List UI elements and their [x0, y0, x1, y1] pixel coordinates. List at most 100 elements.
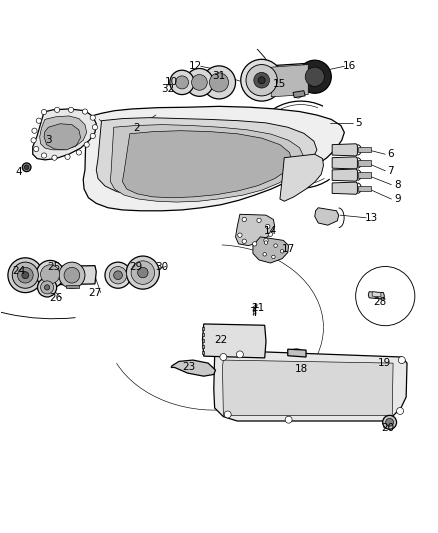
Polygon shape: [293, 91, 305, 98]
Circle shape: [76, 150, 81, 155]
Polygon shape: [358, 147, 371, 152]
Text: 31: 31: [212, 71, 226, 81]
Polygon shape: [261, 63, 316, 94]
Circle shape: [280, 249, 284, 253]
Circle shape: [224, 411, 231, 418]
Polygon shape: [332, 144, 357, 156]
Text: 9: 9: [394, 194, 401, 204]
Circle shape: [41, 281, 53, 294]
Polygon shape: [202, 351, 204, 354]
Circle shape: [258, 77, 265, 84]
Circle shape: [209, 73, 229, 92]
Circle shape: [237, 351, 244, 358]
Circle shape: [105, 262, 131, 288]
Polygon shape: [332, 169, 357, 181]
Circle shape: [285, 416, 292, 423]
Circle shape: [65, 154, 70, 159]
Polygon shape: [332, 157, 357, 169]
Circle shape: [238, 233, 242, 237]
Polygon shape: [171, 360, 215, 376]
Text: 13: 13: [365, 213, 378, 223]
Circle shape: [54, 107, 60, 112]
Circle shape: [246, 64, 277, 96]
Text: 27: 27: [88, 288, 102, 297]
Circle shape: [254, 72, 269, 88]
Polygon shape: [44, 124, 81, 150]
Circle shape: [356, 266, 415, 326]
Polygon shape: [202, 324, 266, 358]
Circle shape: [176, 76, 188, 89]
Text: 12: 12: [188, 61, 201, 71]
Polygon shape: [110, 125, 304, 202]
Polygon shape: [66, 285, 79, 288]
Polygon shape: [332, 182, 357, 194]
Text: 7: 7: [388, 166, 394, 176]
Circle shape: [265, 224, 270, 229]
Text: 25: 25: [47, 262, 60, 271]
Polygon shape: [202, 339, 204, 342]
Text: 28: 28: [374, 297, 387, 307]
Circle shape: [92, 125, 98, 130]
Circle shape: [12, 262, 39, 288]
Polygon shape: [315, 208, 339, 225]
Polygon shape: [280, 154, 323, 201]
Polygon shape: [236, 214, 275, 246]
Text: 14: 14: [264, 226, 277, 236]
Text: 15: 15: [273, 79, 286, 88]
Polygon shape: [96, 118, 317, 196]
Text: 17: 17: [282, 244, 295, 254]
Circle shape: [8, 258, 43, 293]
Polygon shape: [253, 237, 289, 263]
Circle shape: [45, 285, 49, 290]
Circle shape: [114, 271, 122, 279]
Circle shape: [22, 272, 29, 279]
Text: 30: 30: [155, 262, 168, 271]
Polygon shape: [202, 333, 204, 336]
Circle shape: [383, 415, 396, 429]
Circle shape: [90, 133, 95, 139]
Circle shape: [185, 68, 213, 96]
Circle shape: [36, 118, 42, 123]
Circle shape: [274, 244, 277, 247]
Circle shape: [110, 266, 127, 284]
Circle shape: [242, 217, 247, 222]
Text: 5: 5: [355, 118, 362, 128]
Polygon shape: [51, 265, 96, 285]
Circle shape: [25, 165, 29, 169]
Circle shape: [298, 60, 331, 93]
Polygon shape: [33, 109, 96, 160]
Circle shape: [90, 115, 95, 120]
Circle shape: [82, 109, 88, 114]
Polygon shape: [271, 64, 308, 97]
Circle shape: [264, 238, 268, 243]
Circle shape: [32, 128, 37, 133]
Text: 4: 4: [15, 167, 22, 176]
Circle shape: [242, 239, 247, 244]
Circle shape: [191, 75, 207, 90]
Text: 3: 3: [45, 135, 52, 146]
Circle shape: [34, 147, 39, 151]
Circle shape: [38, 278, 57, 297]
Circle shape: [241, 59, 283, 101]
Circle shape: [272, 255, 275, 259]
Circle shape: [36, 261, 64, 288]
Polygon shape: [372, 292, 381, 297]
Text: 26: 26: [49, 293, 63, 303]
Polygon shape: [358, 185, 371, 191]
Text: 32: 32: [161, 84, 174, 94]
Circle shape: [253, 241, 257, 246]
Polygon shape: [202, 327, 204, 330]
Polygon shape: [223, 360, 393, 415]
Polygon shape: [202, 345, 204, 349]
Text: 6: 6: [388, 149, 394, 159]
Circle shape: [386, 416, 393, 423]
Circle shape: [59, 262, 85, 288]
Circle shape: [84, 142, 89, 147]
Text: 16: 16: [343, 61, 356, 71]
Circle shape: [386, 418, 393, 426]
Circle shape: [131, 261, 155, 284]
Text: 22: 22: [215, 335, 228, 345]
Circle shape: [170, 70, 194, 94]
Circle shape: [42, 109, 47, 115]
Circle shape: [220, 353, 227, 360]
